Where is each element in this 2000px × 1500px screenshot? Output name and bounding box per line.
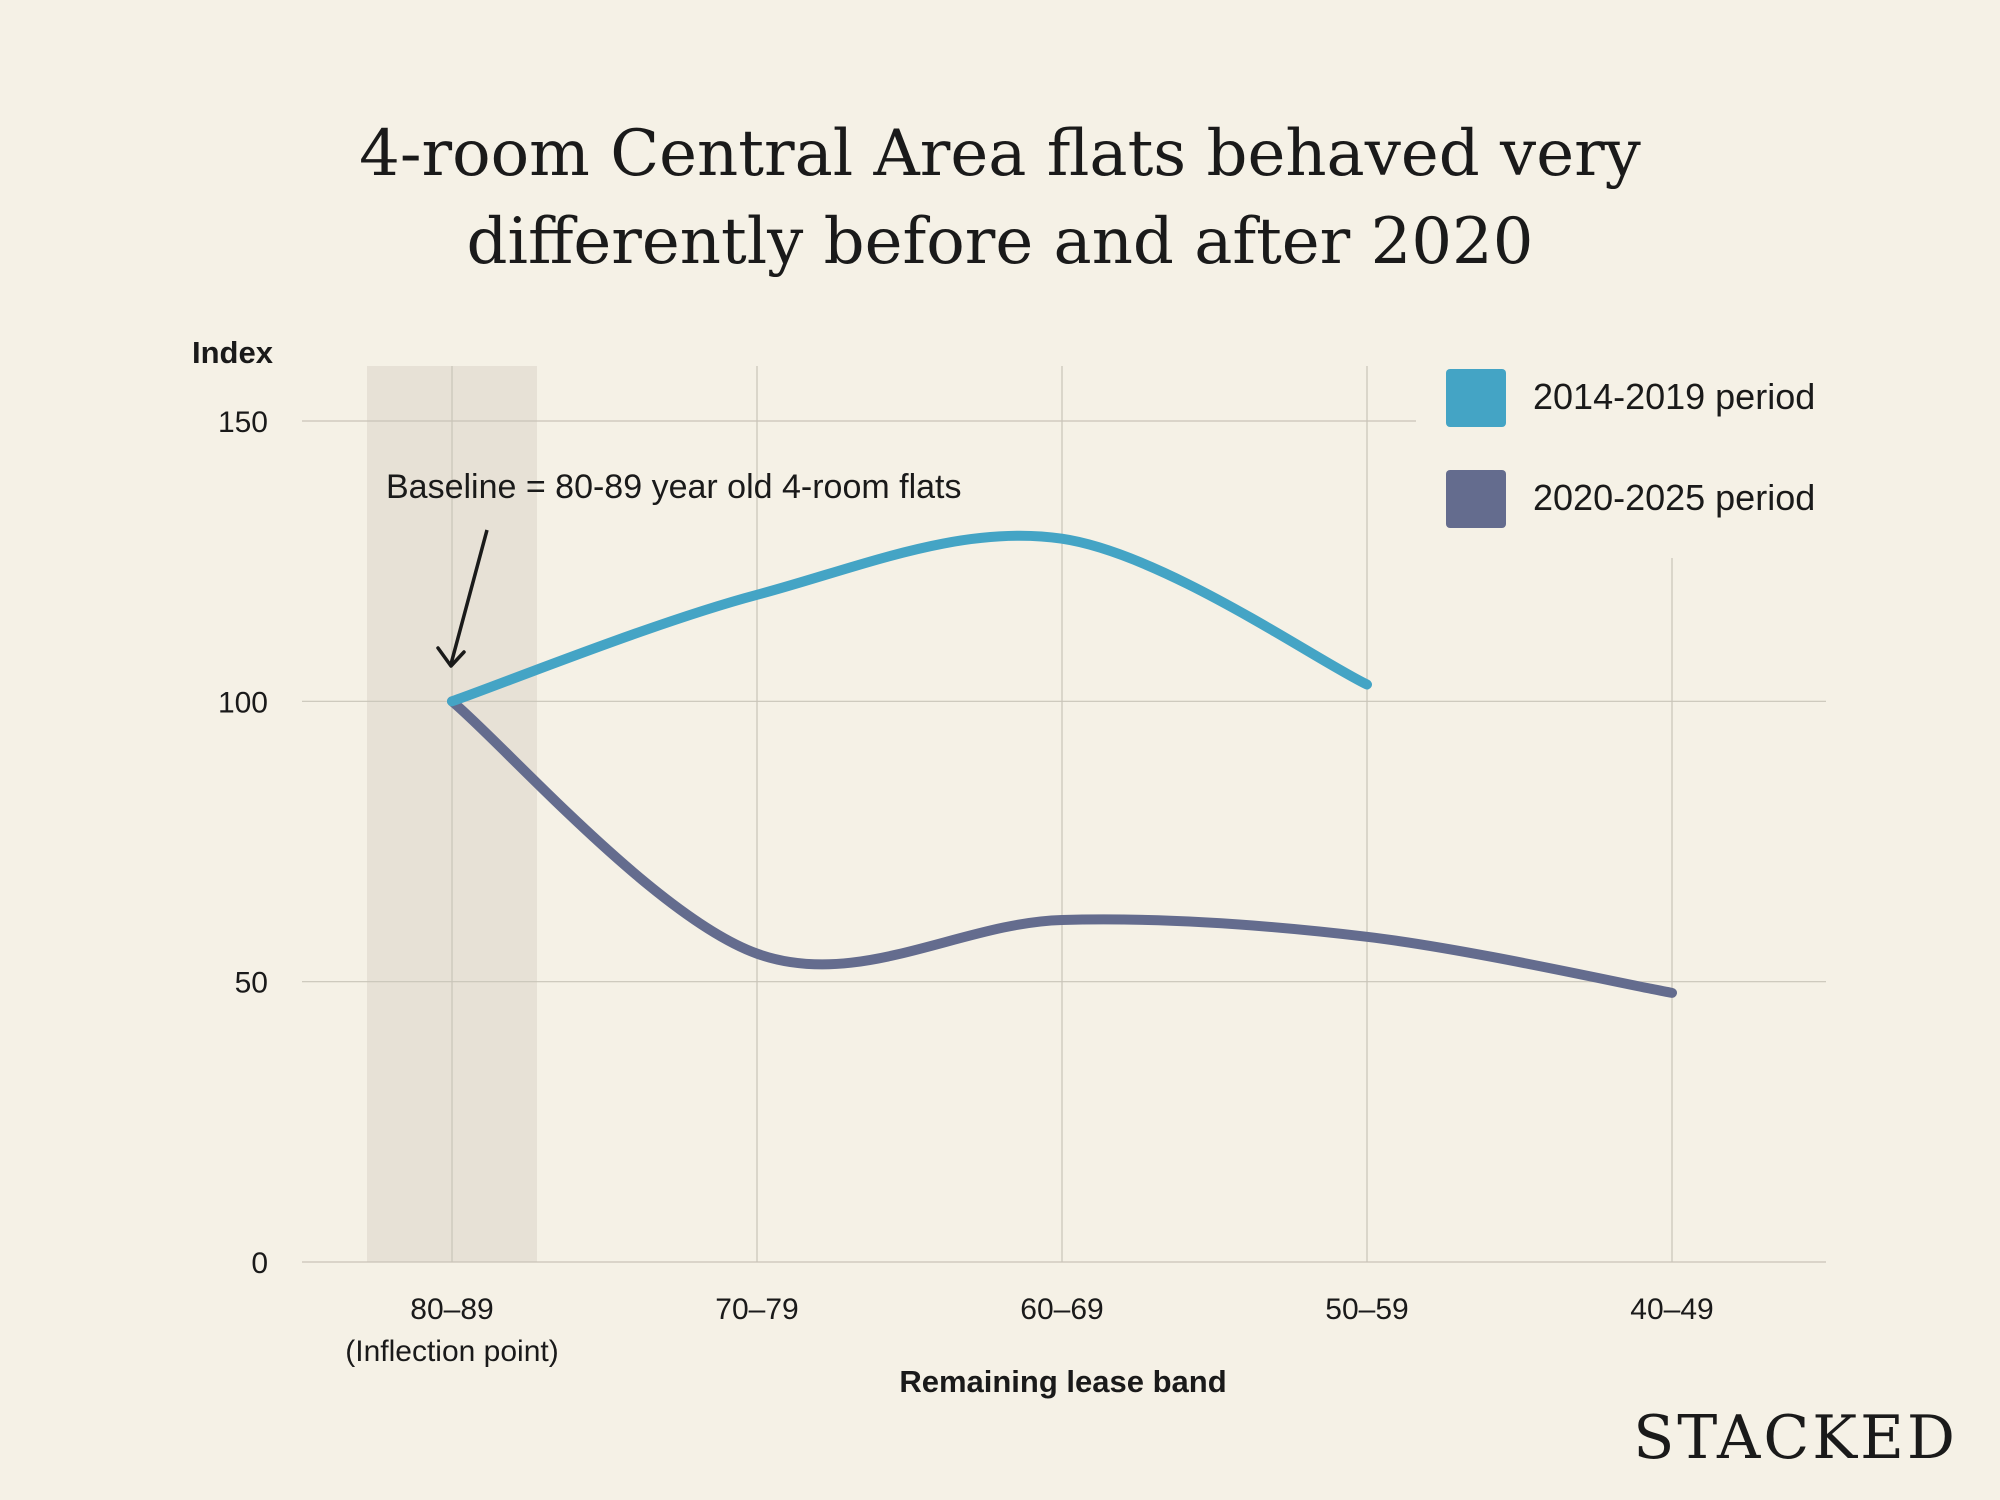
series-line-1 bbox=[447, 696, 1677, 998]
legend-label: 2014-2019 period bbox=[1533, 376, 1815, 417]
legend: 2014-2019 period 2020-2025 period bbox=[1446, 369, 1815, 528]
series-lines bbox=[447, 530, 1677, 998]
y-axis-title: Index bbox=[192, 335, 274, 370]
stacked-logo: STACKED bbox=[1633, 1403, 1958, 1473]
x-tick-label: 80–89 bbox=[410, 1293, 493, 1326]
y-tick-label: 50 bbox=[235, 967, 268, 1000]
x-tick-label: 50–59 bbox=[1325, 1293, 1408, 1326]
x-tick-label: 60–69 bbox=[1020, 1293, 1103, 1326]
annotation-arrow bbox=[449, 529, 489, 665]
x-tick-label: 70–79 bbox=[715, 1293, 798, 1326]
y-tick-label: 100 bbox=[218, 686, 268, 719]
x-tick-sublabel: (Inflection point) bbox=[345, 1335, 558, 1368]
series-line-0 bbox=[447, 530, 1372, 707]
x-tick-labels: 80–89 (Inflection point) 70–79 60–69 50–59 40… bbox=[345, 1293, 1713, 1368]
chart-title-line-1: 4-room Central Area flats behaved very bbox=[359, 117, 1641, 191]
y-tick-label: 150 bbox=[218, 406, 268, 439]
x-axis-title: Remaining lease band bbox=[899, 1364, 1226, 1399]
legend-swatch bbox=[1446, 369, 1506, 427]
chart-title-line-2: differently before and after 2020 bbox=[467, 205, 1534, 279]
x-tick-label: 40–49 bbox=[1630, 1293, 1713, 1326]
legend-swatch bbox=[1446, 470, 1506, 528]
y-tick-label: 0 bbox=[251, 1247, 268, 1280]
grid-lines bbox=[302, 366, 1826, 1263]
legend-label: 2020-2025 period bbox=[1533, 477, 1815, 518]
annotation-arrowhead bbox=[436, 646, 466, 668]
baseline-annotation: Baseline = 80-89 year old 4-room flats bbox=[386, 468, 961, 506]
y-tick-labels: 0 50 100 150 bbox=[218, 406, 268, 1280]
